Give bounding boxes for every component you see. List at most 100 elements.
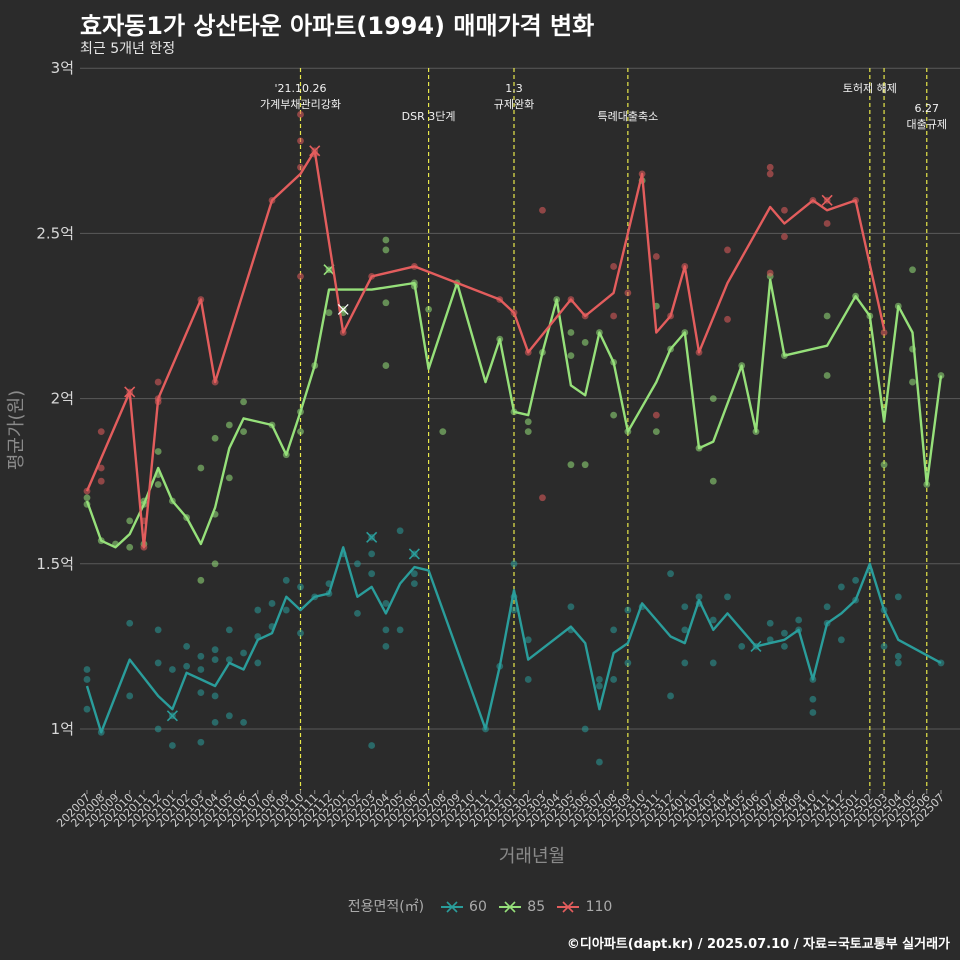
data-point-110 <box>724 315 731 323</box>
data-point-85 <box>567 352 575 360</box>
data-point-85 <box>937 372 945 379</box>
data-point-60 <box>183 643 191 650</box>
data-point-60 <box>282 576 290 584</box>
data-point-110 <box>297 111 304 118</box>
data-point-85 <box>581 339 589 346</box>
data-point-110 <box>652 253 660 260</box>
data-point-110 <box>624 289 632 297</box>
data-point-85 <box>297 428 304 436</box>
data-point-60 <box>681 603 689 611</box>
data-point-110 <box>610 312 618 320</box>
data-point-60 <box>354 560 361 568</box>
data-point-60 <box>154 626 162 634</box>
data-point-60 <box>410 580 418 588</box>
data-point-85 <box>211 560 219 568</box>
data-point-85 <box>225 474 233 482</box>
data-point-110 <box>781 206 788 214</box>
data-point-60 <box>738 643 746 650</box>
data-point-60 <box>169 742 176 749</box>
cancelled-marker-60 <box>366 531 378 543</box>
data-point-85 <box>240 398 247 406</box>
legend-item-85: 85 <box>497 899 545 915</box>
y-tick-label: 3억 <box>51 59 74 77</box>
data-point-60 <box>894 593 902 601</box>
data-point-110 <box>297 137 304 145</box>
data-point-60 <box>240 718 247 726</box>
data-point-85 <box>83 494 91 502</box>
series-line-60 <box>85 546 942 734</box>
data-point-60 <box>524 636 532 644</box>
data-point-60 <box>225 626 233 634</box>
data-point-60 <box>524 676 532 683</box>
data-point-60 <box>709 659 717 667</box>
data-point-60 <box>183 662 191 670</box>
data-point-60 <box>211 656 219 664</box>
event-label: 대출규제 <box>907 118 947 131</box>
data-point-60 <box>197 689 205 697</box>
data-point-60 <box>709 616 717 624</box>
data-point-85 <box>439 428 447 436</box>
data-point-85 <box>709 395 717 402</box>
event-label: 특례대출축소 <box>597 110 658 123</box>
data-point-60 <box>254 606 262 614</box>
data-point-60 <box>240 649 247 657</box>
data-point-60 <box>795 616 803 624</box>
chart-subtitle: 최근 5개년 한정 <box>80 41 176 57</box>
source-caption: ©디아파트(dapt.kr) / 2025.07.10 / 자료=국토교통부 실… <box>566 937 950 952</box>
chart-legend: 전용면적(㎡) 60 85 110 <box>0 896 960 916</box>
cancelled-marker-60 <box>750 640 762 652</box>
data-point-85 <box>225 421 233 429</box>
data-point-85 <box>382 236 390 244</box>
data-point-60 <box>396 626 404 634</box>
data-point-60 <box>809 695 817 703</box>
data-point-85 <box>197 576 205 584</box>
data-point-60 <box>510 560 518 568</box>
data-point-60 <box>823 603 831 611</box>
data-point-60 <box>154 725 162 733</box>
data-point-110 <box>539 494 546 502</box>
data-point-85 <box>425 305 432 313</box>
data-point-60 <box>695 593 703 601</box>
data-point-85 <box>581 461 589 469</box>
data-point-60 <box>894 652 902 660</box>
data-point-60 <box>368 550 376 558</box>
data-point-60 <box>596 676 603 683</box>
data-point-60 <box>254 659 262 667</box>
data-point-85 <box>382 299 390 307</box>
legend-item-110: 110 <box>555 899 612 915</box>
data-point-60 <box>354 609 361 617</box>
data-point-110 <box>781 233 788 241</box>
data-point-60 <box>297 583 304 591</box>
data-point-110 <box>766 269 774 277</box>
data-point-60 <box>83 705 91 713</box>
chart-title: 효자동1가 상산타운 아파트(1994) 매매가격 변화 <box>80 12 595 40</box>
data-point-85 <box>524 418 532 426</box>
legend-key-icon <box>557 901 580 913</box>
data-point-60 <box>681 659 689 667</box>
data-point-85 <box>823 372 831 379</box>
data-point-110 <box>297 272 304 280</box>
legend-item-60: 60 <box>439 899 487 915</box>
data-point-60 <box>225 712 233 720</box>
data-point-60 <box>154 659 162 667</box>
data-point-60 <box>225 656 233 664</box>
data-point-60 <box>126 619 134 627</box>
data-point-110 <box>724 246 731 254</box>
data-point-60 <box>297 629 304 637</box>
data-point-110 <box>539 206 546 214</box>
series-line-85 <box>85 278 943 549</box>
data-point-60 <box>766 619 774 627</box>
data-point-110 <box>97 464 105 472</box>
event-label: 토허제 해제 <box>843 81 897 95</box>
event-label: '21.10.26 <box>274 82 326 95</box>
data-point-60 <box>624 659 632 667</box>
event-label: 1.3 <box>505 82 523 95</box>
data-point-85 <box>197 464 205 472</box>
data-point-60 <box>667 570 674 578</box>
cancelled-marker-110 <box>821 194 833 206</box>
data-point-110 <box>766 170 774 178</box>
legend-key-icon <box>498 901 521 913</box>
data-point-60 <box>169 666 176 673</box>
data-point-85 <box>154 481 162 488</box>
